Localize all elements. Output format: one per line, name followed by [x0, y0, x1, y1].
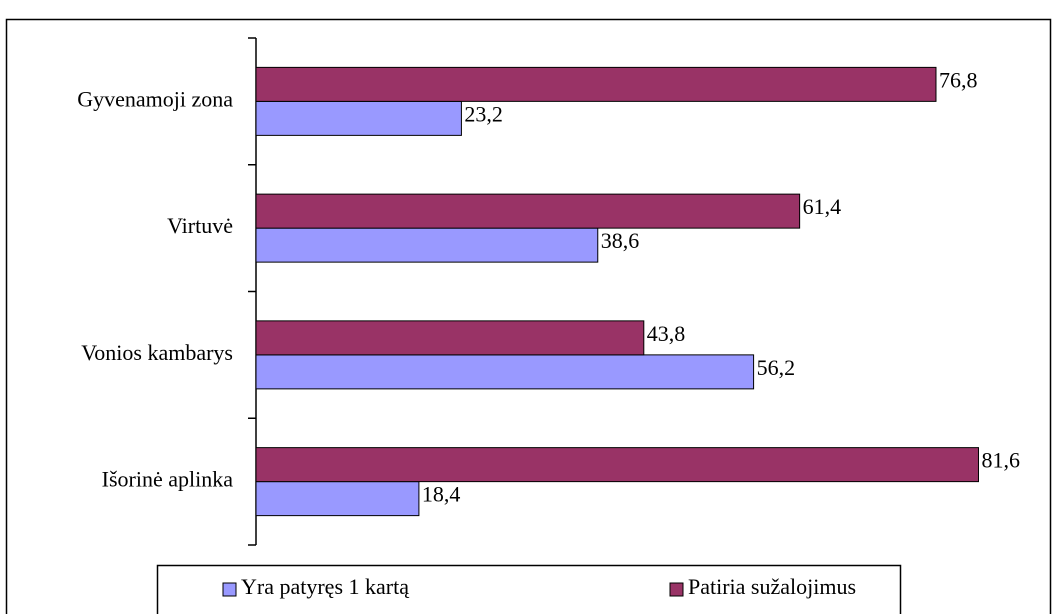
category-label: Vonios kambarys: [81, 340, 233, 365]
data-label: 23,2: [464, 101, 503, 126]
legend-swatch: [669, 582, 684, 597]
data-label: 81,6: [981, 448, 1020, 473]
legend-box: [156, 564, 902, 614]
bar: [255, 66, 937, 102]
bar: [255, 320, 645, 356]
legend-swatch: [222, 582, 237, 597]
data-label: 38,6: [601, 228, 640, 253]
data-label: 18,4: [422, 482, 461, 507]
bar: [255, 100, 462, 136]
bar: [255, 227, 599, 263]
bar: [255, 481, 420, 517]
category-label: Išorinė aplinka: [102, 467, 234, 492]
category-label: Virtuvė: [167, 213, 233, 238]
data-label: 61,4: [803, 194, 842, 219]
data-label: 43,8: [647, 321, 686, 346]
bar: [255, 193, 801, 229]
legend-label: Patiria sužalojimus: [688, 574, 856, 599]
data-label: 76,8: [939, 67, 978, 92]
chart-border: [5, 18, 1052, 614]
bar: [255, 354, 755, 390]
bar: [255, 447, 979, 483]
category-label: Gyvenamoji zona: [77, 86, 233, 111]
legend-label: Yra patyręs 1 kartą: [241, 574, 409, 599]
data-label: 56,2: [757, 355, 796, 380]
